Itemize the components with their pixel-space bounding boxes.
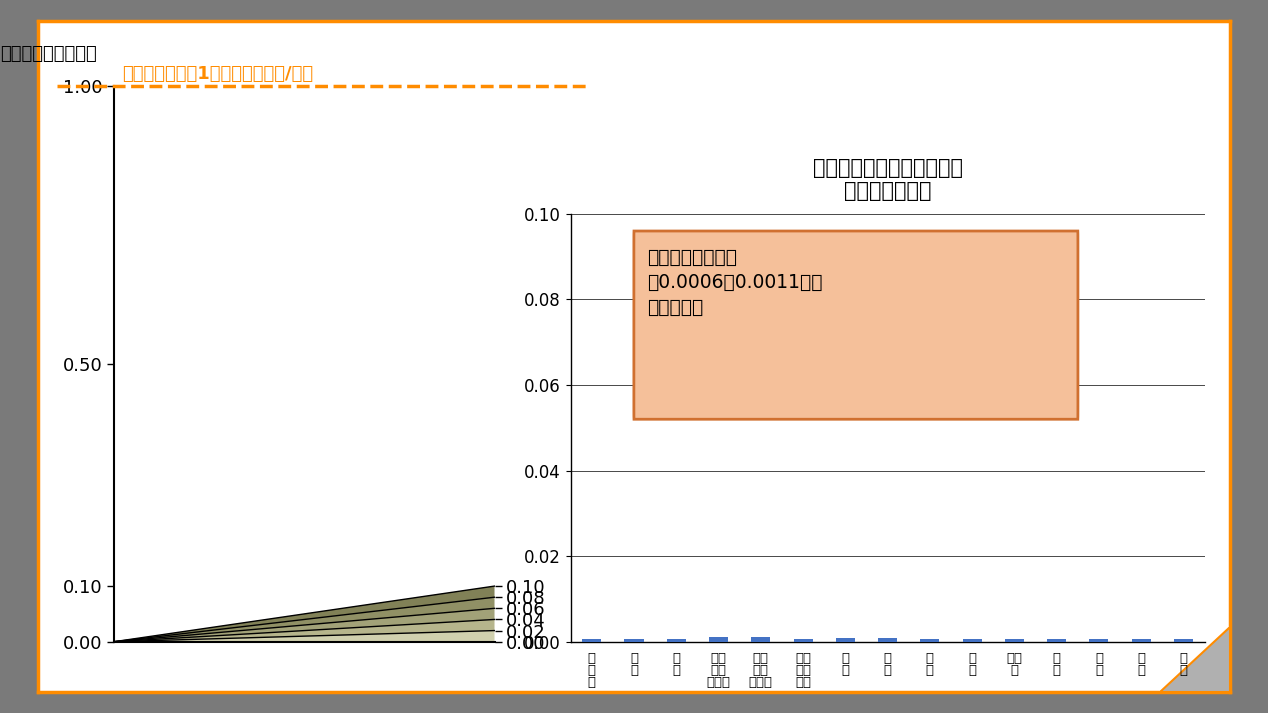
Polygon shape bbox=[114, 586, 495, 642]
Bar bbox=[751, 637, 770, 642]
Polygon shape bbox=[114, 597, 495, 642]
Polygon shape bbox=[114, 620, 495, 642]
FancyBboxPatch shape bbox=[634, 231, 1078, 419]
Text: 年間の放射線量：
　0.0006〜0.0011ミリ
シーベルト: 年間の放射線量： 0.0006〜0.0011ミリ シーベルト bbox=[647, 248, 822, 317]
Text: 線量の上限値（1ミリシーベルト/年）: 線量の上限値（1ミリシーベルト/年） bbox=[122, 65, 313, 83]
Polygon shape bbox=[1160, 627, 1230, 692]
Polygon shape bbox=[114, 608, 495, 642]
Bar bbox=[1174, 639, 1193, 642]
Polygon shape bbox=[114, 630, 495, 642]
Bar bbox=[877, 638, 896, 642]
Bar bbox=[921, 639, 940, 642]
Bar bbox=[836, 638, 855, 642]
Bar bbox=[962, 639, 981, 642]
Text: （ミリシーベルト）: （ミリシーベルト） bbox=[0, 46, 96, 63]
Bar bbox=[667, 639, 686, 642]
Bar bbox=[1132, 639, 1151, 642]
Bar bbox=[709, 637, 728, 642]
Bar bbox=[1047, 639, 1066, 642]
Bar bbox=[794, 639, 813, 642]
Bar bbox=[1089, 639, 1108, 642]
Title: 放射性セシウムから受ける
年間の放射線量: 放射性セシウムから受ける 年間の放射線量 bbox=[813, 158, 962, 201]
Bar bbox=[1004, 639, 1023, 642]
Bar bbox=[582, 639, 601, 642]
Bar bbox=[624, 639, 643, 642]
